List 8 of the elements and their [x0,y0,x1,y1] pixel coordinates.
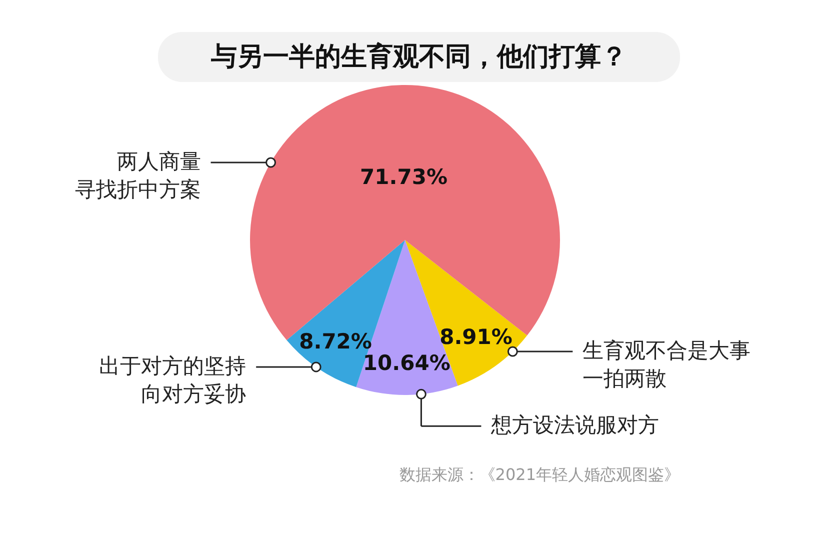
data-label: 71.73% [360,165,448,190]
source-note: 数据来源：《2021年轻人婚恋观图鉴》 [399,465,680,484]
slice-label: 出于对方的坚持向对方妥协 [99,354,246,406]
slice-label: 想方设法说服对方 [490,413,660,438]
slice-label: 两人商量寻找折中方案 [74,150,201,202]
data-label: 8.91% [440,324,512,349]
slice-label: 生育观不合是大事一拍两散 [582,338,751,390]
chart-title: 与另一半的生育观不同，他们打算？ [210,41,627,72]
